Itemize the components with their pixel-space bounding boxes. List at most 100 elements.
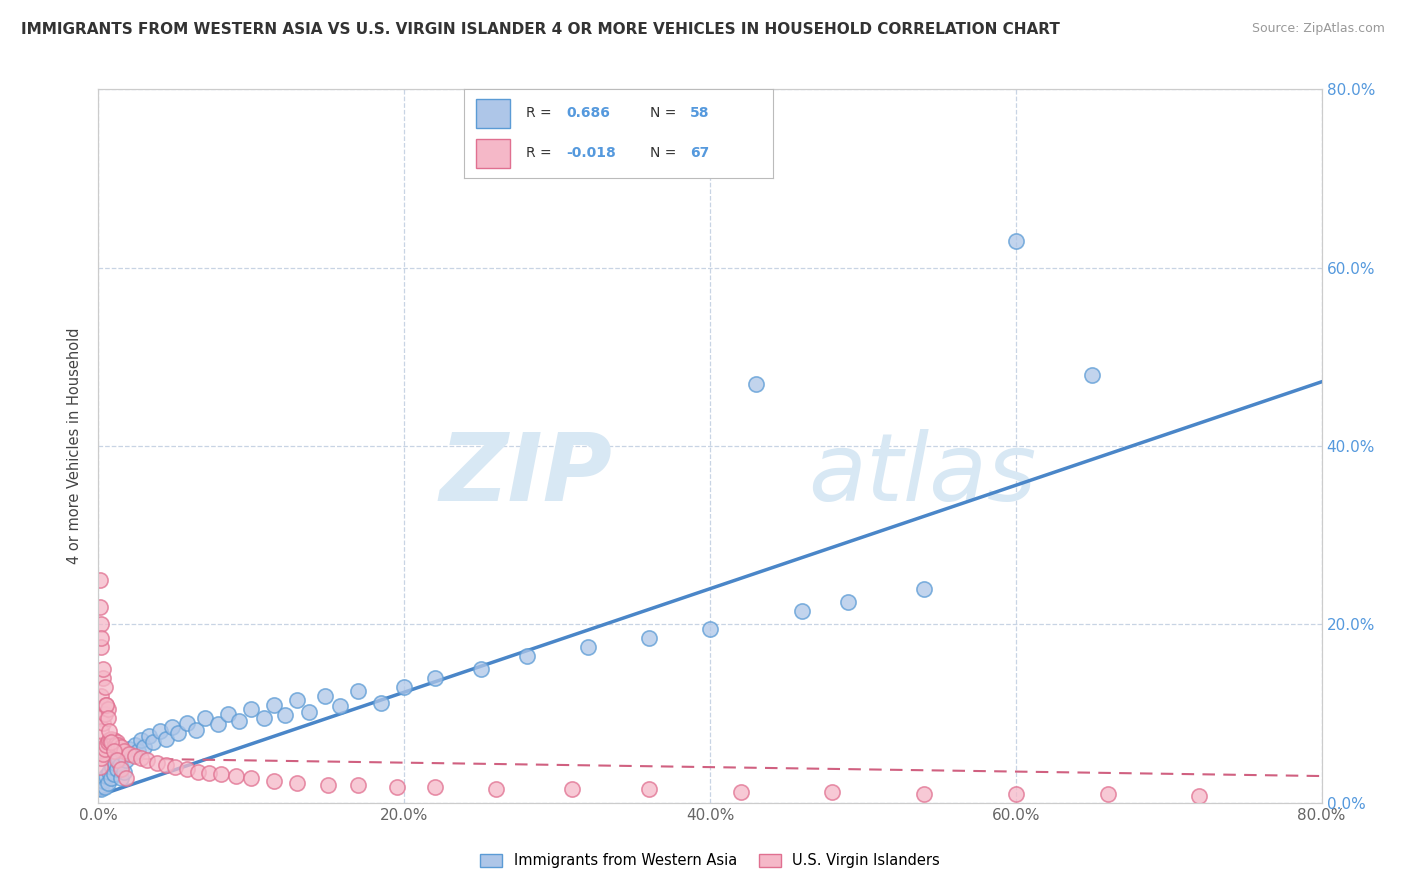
Text: N =: N =	[650, 146, 681, 161]
Point	[93, 780, 115, 794]
Point	[93, 742, 115, 756]
Point	[104, 738, 127, 752]
Bar	[477, 139, 510, 168]
Point	[699, 622, 721, 636]
Point	[104, 756, 127, 770]
Point	[176, 762, 198, 776]
Text: R =: R =	[526, 146, 555, 161]
Point	[118, 742, 141, 756]
Point	[145, 756, 167, 770]
Point	[103, 767, 125, 781]
Point	[516, 648, 538, 663]
Point	[93, 706, 115, 721]
Point	[470, 662, 492, 676]
Point	[637, 782, 661, 797]
Text: N =: N =	[650, 106, 681, 120]
Point	[745, 376, 768, 391]
Point	[194, 711, 217, 725]
Text: 58: 58	[690, 106, 709, 120]
Point	[98, 724, 121, 739]
Point	[90, 724, 112, 739]
Point	[385, 780, 408, 794]
Point	[89, 573, 111, 587]
Point	[90, 617, 112, 632]
Point	[97, 711, 120, 725]
Text: atlas: atlas	[808, 429, 1036, 520]
Point	[107, 738, 129, 752]
Point	[197, 766, 219, 780]
Point	[115, 753, 138, 767]
Point	[89, 711, 111, 725]
Text: IMMIGRANTS FROM WESTERN ASIA VS U.S. VIRGIN ISLANDER 4 OR MORE VEHICLES IN HOUSE: IMMIGRANTS FROM WESTERN ASIA VS U.S. VIR…	[21, 22, 1060, 37]
Point	[134, 740, 156, 755]
Point	[423, 780, 446, 794]
Point	[98, 733, 121, 747]
Point	[97, 735, 120, 749]
Point	[94, 698, 117, 712]
Point	[89, 599, 111, 614]
Point	[97, 702, 120, 716]
Point	[94, 698, 117, 712]
Point	[167, 726, 190, 740]
Point	[837, 595, 859, 609]
Point	[91, 715, 114, 730]
Point	[160, 720, 183, 734]
Point	[118, 747, 141, 761]
Point	[100, 735, 122, 749]
Y-axis label: 4 or more Vehicles in Household: 4 or more Vehicles in Household	[67, 327, 83, 565]
Point	[1097, 787, 1119, 801]
Point	[107, 751, 129, 765]
Point	[110, 740, 132, 755]
Point	[90, 640, 112, 654]
Point	[561, 782, 583, 797]
Point	[90, 631, 112, 645]
Point	[94, 769, 117, 783]
Point	[912, 582, 935, 596]
Point	[316, 778, 339, 792]
Point	[115, 771, 138, 785]
Text: 67: 67	[690, 146, 709, 161]
Point	[155, 758, 177, 772]
Point	[110, 771, 132, 785]
Point	[240, 771, 263, 785]
Point	[155, 731, 177, 746]
Point	[129, 733, 152, 747]
Point	[124, 738, 146, 752]
Point	[228, 714, 250, 728]
Point	[98, 764, 121, 779]
Point	[263, 698, 285, 712]
Point	[110, 762, 132, 776]
Point	[91, 747, 114, 761]
Point	[94, 738, 117, 752]
Legend: Immigrants from Western Asia, U.S. Virgin Islanders: Immigrants from Western Asia, U.S. Virgi…	[474, 847, 946, 874]
Point	[252, 711, 274, 725]
Point	[112, 764, 135, 779]
Point	[121, 747, 143, 761]
Point	[821, 785, 844, 799]
Point	[347, 778, 370, 792]
Point	[91, 671, 114, 685]
Point	[730, 785, 752, 799]
Point	[298, 705, 321, 719]
Point	[912, 787, 935, 801]
Point	[90, 689, 112, 703]
Point	[100, 731, 122, 746]
Text: R =: R =	[526, 106, 555, 120]
Point	[637, 631, 661, 645]
Point	[207, 717, 229, 731]
Text: 0.686: 0.686	[567, 106, 610, 120]
Point	[225, 769, 247, 783]
Point	[209, 767, 232, 781]
Point	[187, 764, 209, 779]
Point	[285, 776, 308, 790]
Point	[136, 753, 159, 767]
Point	[101, 735, 124, 749]
Point	[127, 744, 149, 758]
Point	[217, 706, 239, 721]
Point	[105, 753, 128, 767]
Point	[105, 735, 128, 749]
Point	[97, 776, 120, 790]
Point	[90, 782, 112, 797]
Point	[1188, 789, 1211, 803]
Point	[111, 747, 134, 761]
